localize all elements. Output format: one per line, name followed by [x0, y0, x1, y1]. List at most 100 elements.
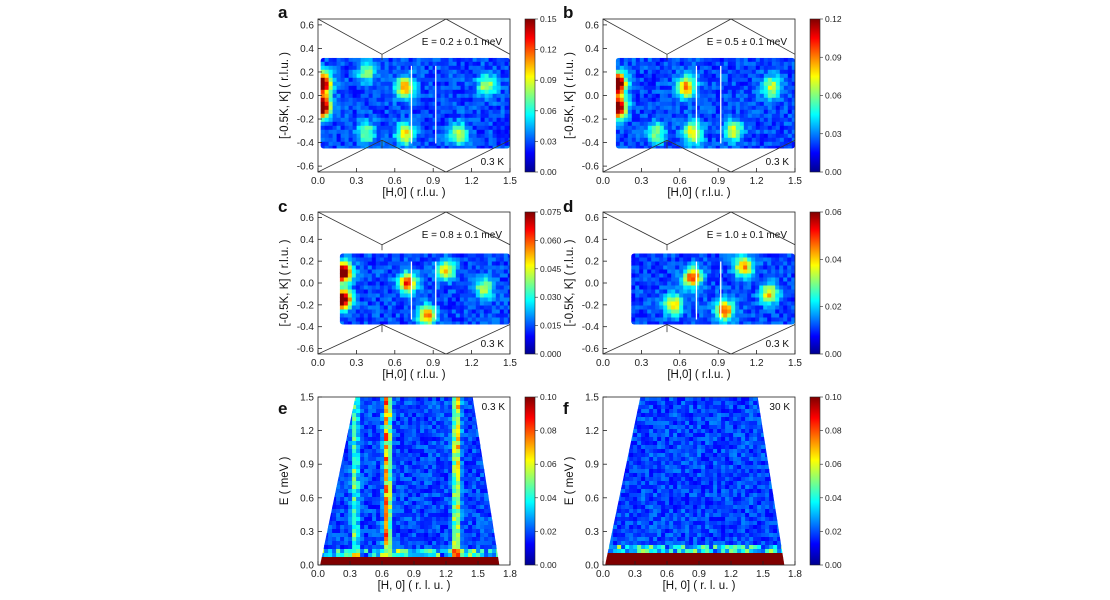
y-tick-label: 0.0: [585, 91, 599, 102]
x-axis-label: [H,0] ( r.l.u. ): [382, 187, 445, 199]
y-tick-label: -0.4: [297, 322, 315, 333]
colorbar-tick-label: 0.10: [825, 392, 842, 402]
x-tick-label: 0.9: [711, 358, 725, 369]
y-tick-label: 0.2: [300, 257, 314, 268]
colorbar-tick-label: 0.12: [825, 14, 842, 24]
y-tick-label: 0.0: [300, 279, 314, 290]
heatmap-cells: [631, 253, 795, 325]
x-axis-label: [H, 0] ( r. l. u. ): [378, 580, 451, 592]
colorbar-tick-label: 0.04: [825, 254, 842, 264]
y-tick-label: 0.6: [300, 213, 314, 224]
y-tick-label: 0.2: [585, 257, 599, 268]
colorbar-tick-label: 0.09: [825, 52, 842, 62]
x-tick-label: 1.5: [788, 176, 802, 187]
colorbar-tick-label: 0.02: [825, 526, 842, 536]
colorbar-tick-label: 0.12: [540, 45, 557, 55]
y-tick-label: 0.9: [300, 460, 314, 471]
colorbar-tick-label: 0.00: [825, 349, 842, 359]
colorbar-tick-label: 0.03: [825, 129, 842, 139]
x-tick-label: 1.8: [503, 569, 517, 580]
x-tick-label: 1.2: [724, 569, 738, 580]
y-tick-label: 1.2: [300, 426, 314, 437]
colorbar-tick-label: 0.08: [825, 426, 842, 436]
x-tick-label: 0.9: [407, 569, 421, 580]
x-tick-label: 0.6: [673, 176, 687, 187]
y-tick-label: 0.4: [585, 44, 599, 55]
heatmap-cells: [605, 397, 785, 565]
colorbar-tick-label: 0.04: [540, 493, 557, 503]
x-axis-label: [H, 0] ( r. l. u. ): [663, 580, 736, 592]
energy-annotation: E = 0.5 ± 0.1 meV: [707, 37, 788, 48]
y-tick-label: -0.2: [297, 115, 315, 126]
energy-annotation: E = 0.8 ± 0.1 meV: [422, 230, 503, 241]
y-tick-label: 0.2: [300, 67, 314, 78]
x-tick-label: 0.9: [426, 358, 440, 369]
y-tick-label: -0.4: [297, 138, 315, 149]
y-tick-label: -0.2: [582, 115, 600, 126]
x-axis-label: [H,0] ( r.l.u. ): [382, 369, 445, 381]
energy-annotation: E = 1.0 ± 0.1 meV: [707, 230, 788, 241]
x-tick-label: 1.5: [756, 569, 770, 580]
y-tick-label: 0.0: [300, 561, 314, 572]
colorbar-tick-label: 0.02: [540, 526, 557, 536]
x-tick-label: 0.9: [692, 569, 706, 580]
heatmap-cells: [320, 57, 510, 149]
x-tick-label: 0.6: [660, 569, 674, 580]
x-tick-label: 1.5: [788, 358, 802, 369]
panel-d: d 0.0 0.3 0.6 0.9 1.2 1.5 -0.6 -0.4 -0.2 0.0 0.2 0.4…: [563, 197, 842, 381]
y-tick-label: 1.2: [585, 426, 599, 437]
x-tick-label: 0.0: [311, 176, 325, 187]
panel-a: a 0.0 0.3 0.6 0.9 1.2 1.5 -0.6 -0.4 -0.2 0.0 0.2 0.4…: [278, 3, 557, 199]
colorbar-tick-label: 0.08: [540, 426, 557, 436]
y-axis-label: [-0.5K, K] ( r.l.u. ): [279, 239, 291, 326]
colorbar-tick-label: 0.075: [540, 207, 562, 217]
panel-letter: a: [278, 3, 288, 22]
y-tick-label: -0.6: [582, 162, 600, 173]
y-tick-label: -0.4: [582, 138, 600, 149]
colorbar-tick-label: 0.060: [540, 235, 562, 245]
y-tick-label: -0.6: [582, 344, 600, 355]
colorbar-tick-label: 0.06: [825, 459, 842, 469]
panel-letter: b: [563, 3, 573, 22]
x-tick-label: 1.5: [471, 569, 485, 580]
overlay-lines: [695, 65, 722, 144]
x-tick-label: 0.0: [596, 176, 610, 187]
colorbar-tick-label: 0.03: [540, 136, 557, 146]
y-tick-label: 0.6: [585, 493, 599, 504]
y-tick-label: -0.2: [297, 300, 315, 311]
y-axis-label: E ( meV ): [279, 457, 291, 506]
colorbar-tick-label: 0.15: [540, 14, 557, 24]
x-tick-label: 1.5: [503, 176, 517, 187]
y-axis-label: [-0.5K, K] ( r.l.u. ): [279, 52, 291, 139]
x-tick-label: 1.2: [465, 358, 479, 369]
colorbar-tick-label: 0.09: [540, 75, 557, 85]
panel-letter: d: [563, 197, 573, 216]
colorbar: 0.12 0.09 0.06 0.03 0.00: [809, 14, 842, 177]
y-tick-label: 0.0: [300, 91, 314, 102]
colorbar-tick-label: 0.10: [540, 392, 557, 402]
x-tick-label: 0.0: [596, 358, 610, 369]
temperature-label: 0.3 K: [766, 157, 790, 168]
y-tick-label: 0.0: [585, 561, 599, 572]
x-tick-label: 0.3: [349, 176, 363, 187]
overlay-lines: [410, 65, 437, 144]
temperature-label: 0.3 K: [766, 339, 790, 350]
heatmap-cells: [615, 57, 795, 149]
panel-e: e 0.0 0.3 0.6 0.9 1.2 1.5 1.8 0.0 0.3 0.6 0.9 1.2 1.5…: [278, 392, 557, 592]
y-tick-label: 0.0: [585, 279, 599, 290]
y-tick-label: 1.5: [585, 393, 599, 404]
x-tick-label: 1.2: [750, 176, 764, 187]
x-tick-label: 0.9: [711, 176, 725, 187]
overlay-lines: [695, 261, 722, 320]
x-axis-label: [H,0] ( r.l.u. ): [667, 369, 730, 381]
y-tick-label: 0.6: [585, 213, 599, 224]
temperature-label: 0.3 K: [481, 157, 505, 168]
colorbar-tick-label: 0.04: [825, 493, 842, 503]
temperature-label: 0.3 K: [481, 339, 505, 350]
zone-boundary: [317, 211, 511, 355]
panel-c: c 0.0 0.3 0.6 0.9 1.2 1.5 -0.6 -0.4 -0.2 0.0 0.2 0.4…: [278, 197, 562, 381]
x-tick-label: 0.6: [375, 569, 389, 580]
y-axis-label: E ( meV ): [564, 457, 576, 506]
x-tick-label: 1.2: [439, 569, 453, 580]
x-tick-label: 0.6: [673, 358, 687, 369]
